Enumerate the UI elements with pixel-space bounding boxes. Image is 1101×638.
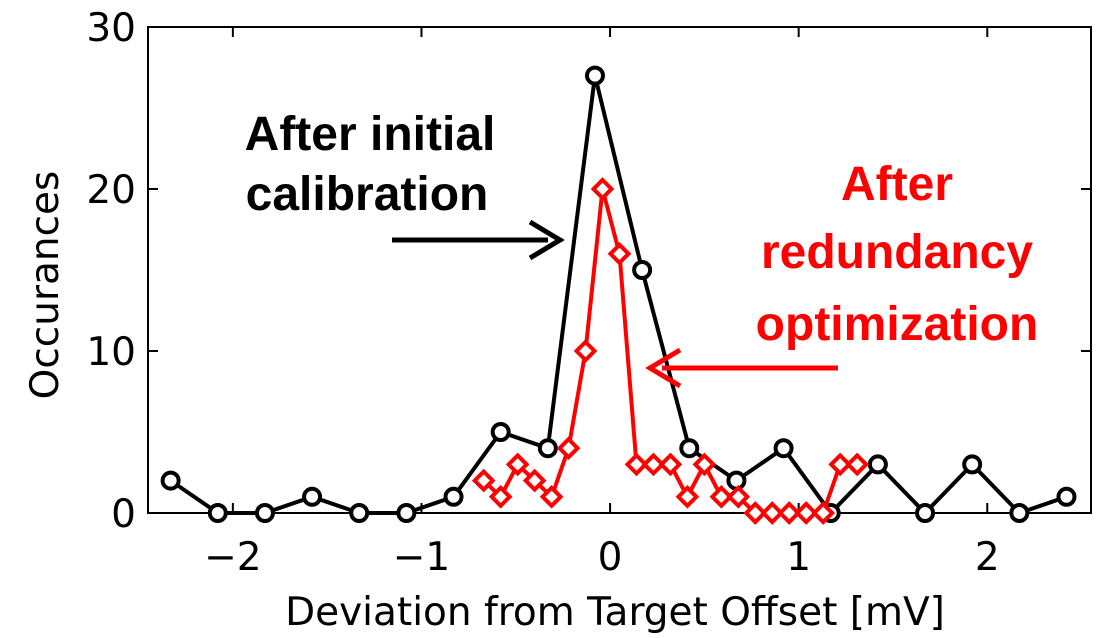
data-point xyxy=(254,503,275,523)
y-tick-labels: 0 10 20 30 xyxy=(86,6,136,537)
data-point xyxy=(709,484,734,509)
data-point xyxy=(160,470,181,491)
data-point xyxy=(471,468,496,493)
series-0 xyxy=(160,65,1077,523)
annotation-redundancy-line-2: redundancy xyxy=(761,226,1033,279)
annotation-initial-calibration: After initial calibration xyxy=(245,108,565,261)
data-point xyxy=(632,260,653,280)
data-point xyxy=(207,503,228,523)
x-axis-ticks xyxy=(231,27,989,513)
data-point xyxy=(726,484,751,509)
data-point xyxy=(302,486,323,507)
x-tick-label: −2 xyxy=(204,535,262,580)
data-point xyxy=(624,452,649,477)
data-point xyxy=(811,501,836,525)
data-point xyxy=(556,436,581,461)
data-point xyxy=(641,452,666,477)
data-point xyxy=(490,422,511,442)
data-point xyxy=(1009,503,1030,523)
data-point xyxy=(584,65,605,86)
data-point xyxy=(743,501,768,525)
data-point xyxy=(867,454,888,475)
y-tick-label: 20 xyxy=(86,168,136,213)
data-point xyxy=(777,501,802,525)
data-point xyxy=(675,484,700,509)
data-point xyxy=(915,503,936,523)
data-point xyxy=(658,452,683,477)
x-axis-label: Deviation from Target Offset [mV] xyxy=(285,590,945,635)
annotation-initial-line-1: After initial xyxy=(245,108,496,161)
x-tick-label: 1 xyxy=(786,535,811,580)
annotation-redundancy-line-3: optimization xyxy=(756,298,1039,351)
data-point xyxy=(573,339,598,363)
data-point xyxy=(539,484,564,509)
plot-area xyxy=(147,26,1092,525)
series-1 xyxy=(471,177,869,525)
data-point xyxy=(692,452,717,477)
data-point xyxy=(845,452,869,477)
x-tick-labels: −2 −1 0 1 2 xyxy=(204,535,1000,580)
data-point xyxy=(488,484,513,509)
data-point xyxy=(962,454,983,475)
annotation-redundancy-arrow xyxy=(645,347,838,389)
annotation-initial-arrow xyxy=(392,219,565,261)
data-point xyxy=(828,452,852,477)
y-tick-label: 0 xyxy=(111,492,136,537)
data-point xyxy=(794,501,819,525)
data-point xyxy=(590,177,615,201)
y-tick-label: 30 xyxy=(86,6,136,51)
y-axis-label: Occurances xyxy=(23,171,68,400)
x-tick-label: −1 xyxy=(393,535,451,580)
data-point xyxy=(1056,486,1077,507)
data-point xyxy=(760,501,785,525)
data-point xyxy=(522,468,547,493)
y-axis-ticks xyxy=(148,26,1091,514)
data-point xyxy=(349,503,370,523)
y-tick-label: 10 xyxy=(86,330,136,375)
data-point xyxy=(607,241,632,266)
x-tick-label: 0 xyxy=(598,535,623,580)
annotation-redundancy-optimization: After redundancy optimization xyxy=(645,158,1039,389)
data-point xyxy=(726,470,747,491)
x-tick-label: 2 xyxy=(975,535,1000,580)
series-layer xyxy=(160,65,1077,525)
annotation-initial-line-2: calibration xyxy=(246,168,489,221)
data-point xyxy=(679,438,700,459)
data-point xyxy=(396,503,417,523)
data-point xyxy=(505,452,530,477)
data-point xyxy=(773,438,794,459)
data-point xyxy=(443,486,464,507)
data-point xyxy=(537,438,558,459)
plot-frame xyxy=(147,26,1092,514)
annotation-redundancy-line-1: After xyxy=(841,158,953,211)
